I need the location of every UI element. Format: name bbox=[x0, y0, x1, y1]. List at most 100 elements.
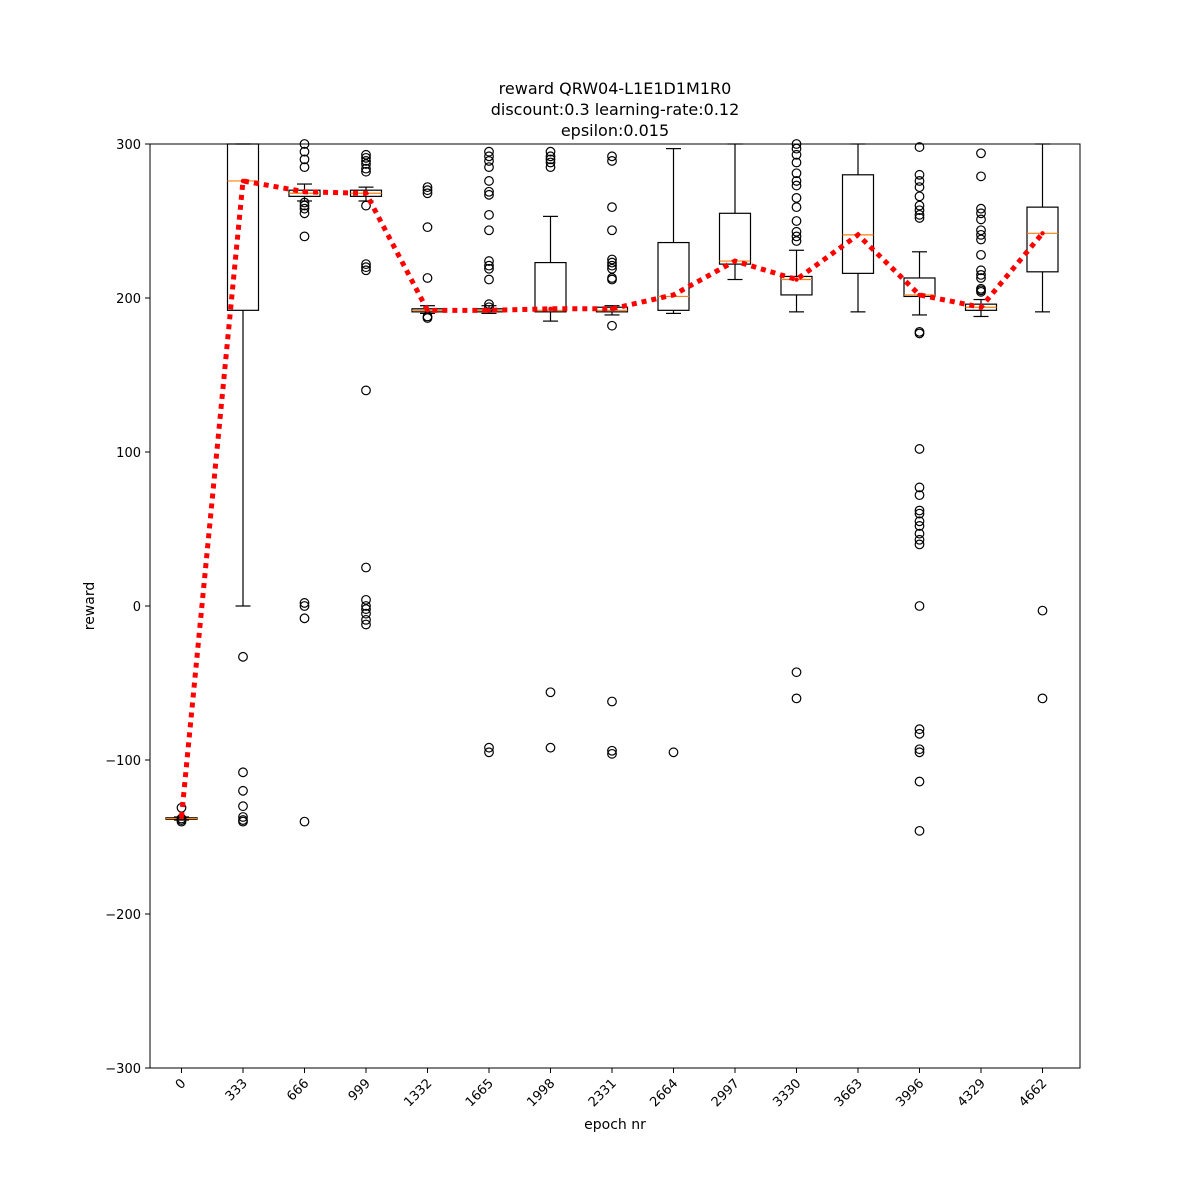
outlier-4662-1 bbox=[1037, 693, 1048, 704]
mean-point-2997 bbox=[732, 258, 738, 264]
outlier-666-12 bbox=[299, 816, 310, 827]
outlier-2331-1 bbox=[607, 156, 617, 166]
box-group-3996 bbox=[903, 142, 936, 836]
outlier-2331-3 bbox=[607, 225, 617, 236]
outlier-3996-18 bbox=[914, 528, 925, 539]
outlier-999-10 bbox=[361, 385, 371, 396]
outlier-1998-6 bbox=[545, 742, 556, 753]
outlier-3330-10 bbox=[791, 226, 802, 237]
outlier-3996-15 bbox=[914, 508, 925, 519]
outlier-2331-12 bbox=[607, 745, 617, 756]
outlier-1332-4 bbox=[422, 273, 433, 283]
outlier-999-13 bbox=[361, 601, 371, 611]
outlier-2331-9 bbox=[607, 274, 617, 285]
outlier-3330-5 bbox=[791, 176, 802, 186]
outlier-4329-14 bbox=[976, 286, 986, 297]
outlier-2331-5 bbox=[607, 257, 617, 268]
outlier-2664-0 bbox=[668, 747, 679, 758]
outlier-3996-27 bbox=[914, 825, 925, 836]
box-4662 bbox=[1026, 206, 1059, 273]
outlier-1998-1 bbox=[545, 151, 556, 162]
outlier-3996-4 bbox=[914, 191, 925, 202]
outlier-3330-7 bbox=[791, 192, 802, 203]
outlier-2331-13 bbox=[607, 748, 617, 759]
outlier-4329-9 bbox=[976, 265, 986, 276]
outlier-4329-0 bbox=[976, 148, 986, 159]
mean-point-2664 bbox=[671, 292, 676, 298]
outlier-999-4 bbox=[361, 163, 371, 174]
outlier-1998-2 bbox=[545, 154, 556, 165]
y-tick-label--200: −200 bbox=[105, 908, 141, 923]
chart-title-line-1: reward QRW04-L1E1D1M1R0 bbox=[499, 79, 732, 98]
outlier-3996-12 bbox=[914, 482, 925, 493]
mean-point-4329 bbox=[978, 305, 984, 310]
outlier-666-5 bbox=[299, 200, 310, 211]
x-axis-label: epoch nr bbox=[584, 1117, 646, 1133]
outlier-3330-3 bbox=[791, 157, 802, 168]
outlier-3996-1 bbox=[914, 169, 925, 180]
outlier-1665-5 bbox=[484, 186, 494, 197]
y-tick-label-0: 0 bbox=[133, 600, 141, 615]
outlier-4329-8 bbox=[976, 249, 986, 260]
mean-point-333 bbox=[240, 178, 246, 184]
box-group-2664 bbox=[657, 148, 690, 758]
outlier-1665-1 bbox=[484, 151, 494, 162]
outlier-999-17 bbox=[361, 619, 371, 630]
outlier-3996-22 bbox=[914, 724, 925, 735]
outlier-2331-2 bbox=[607, 202, 617, 213]
outlier-1332-3 bbox=[422, 222, 433, 233]
outlier-1665-2 bbox=[484, 156, 494, 166]
mean-point-3663 bbox=[855, 232, 861, 238]
outlier-4329-7 bbox=[976, 234, 986, 245]
outlier-4329-5 bbox=[976, 225, 986, 236]
outlier-1665-7 bbox=[484, 209, 494, 220]
y-tick-label-100: 100 bbox=[116, 446, 141, 461]
box-3330 bbox=[780, 275, 813, 296]
outlier-1665-6 bbox=[484, 189, 494, 200]
mean-point-2331 bbox=[609, 306, 615, 311]
box-3663 bbox=[841, 174, 875, 274]
box-2997 bbox=[718, 212, 752, 265]
outlier-1998-5 bbox=[545, 687, 556, 698]
outlier-3996-5 bbox=[914, 200, 925, 211]
outlier-1332-1 bbox=[422, 185, 433, 196]
outlier-3330-12 bbox=[791, 236, 802, 246]
outlier-3996-23 bbox=[914, 728, 925, 739]
outlier-3330-11 bbox=[791, 231, 802, 242]
outlier-3996-26 bbox=[914, 776, 925, 787]
outlier-3330-2 bbox=[791, 149, 802, 160]
chart-title-line-2: discount:0.3 learning-rate:0.12 bbox=[491, 100, 740, 119]
mean-point-1665 bbox=[486, 308, 492, 313]
outlier-999-0 bbox=[361, 149, 371, 160]
outlier-3996-3 bbox=[914, 182, 925, 193]
outlier-3996-6 bbox=[914, 205, 925, 216]
outlier-1332-6 bbox=[422, 313, 433, 323]
outlier-2331-6 bbox=[607, 260, 617, 271]
outlier-999-2 bbox=[361, 156, 371, 166]
outlier-999-8 bbox=[361, 262, 371, 273]
outlier-3330-14 bbox=[791, 693, 802, 704]
outlier-4329-2 bbox=[976, 203, 986, 214]
outlier-3330-8 bbox=[791, 202, 802, 213]
outlier-1665-4 bbox=[484, 176, 494, 186]
box-group-4662 bbox=[1026, 143, 1059, 704]
outlier-3996-10 bbox=[914, 328, 925, 339]
outlier-4329-11 bbox=[976, 273, 986, 283]
outlier-999-14 bbox=[361, 604, 371, 614]
outlier-3996-14 bbox=[914, 505, 925, 516]
y-tick-label-200: 200 bbox=[116, 292, 141, 307]
outlier-333-4 bbox=[238, 812, 248, 822]
outlier-1665-11 bbox=[484, 263, 494, 274]
outlier-3330-6 bbox=[791, 180, 802, 191]
outlier-3996-11 bbox=[914, 444, 925, 454]
outlier-999-7 bbox=[361, 259, 371, 270]
outlier-1665-10 bbox=[484, 260, 494, 271]
outlier-666-3 bbox=[299, 162, 310, 173]
outlier-666-8 bbox=[299, 231, 310, 242]
outlier-4329-1 bbox=[976, 171, 986, 182]
outlier-4329-6 bbox=[976, 229, 986, 240]
outlier-2331-4 bbox=[607, 254, 617, 265]
outlier-1665-12 bbox=[484, 274, 494, 285]
